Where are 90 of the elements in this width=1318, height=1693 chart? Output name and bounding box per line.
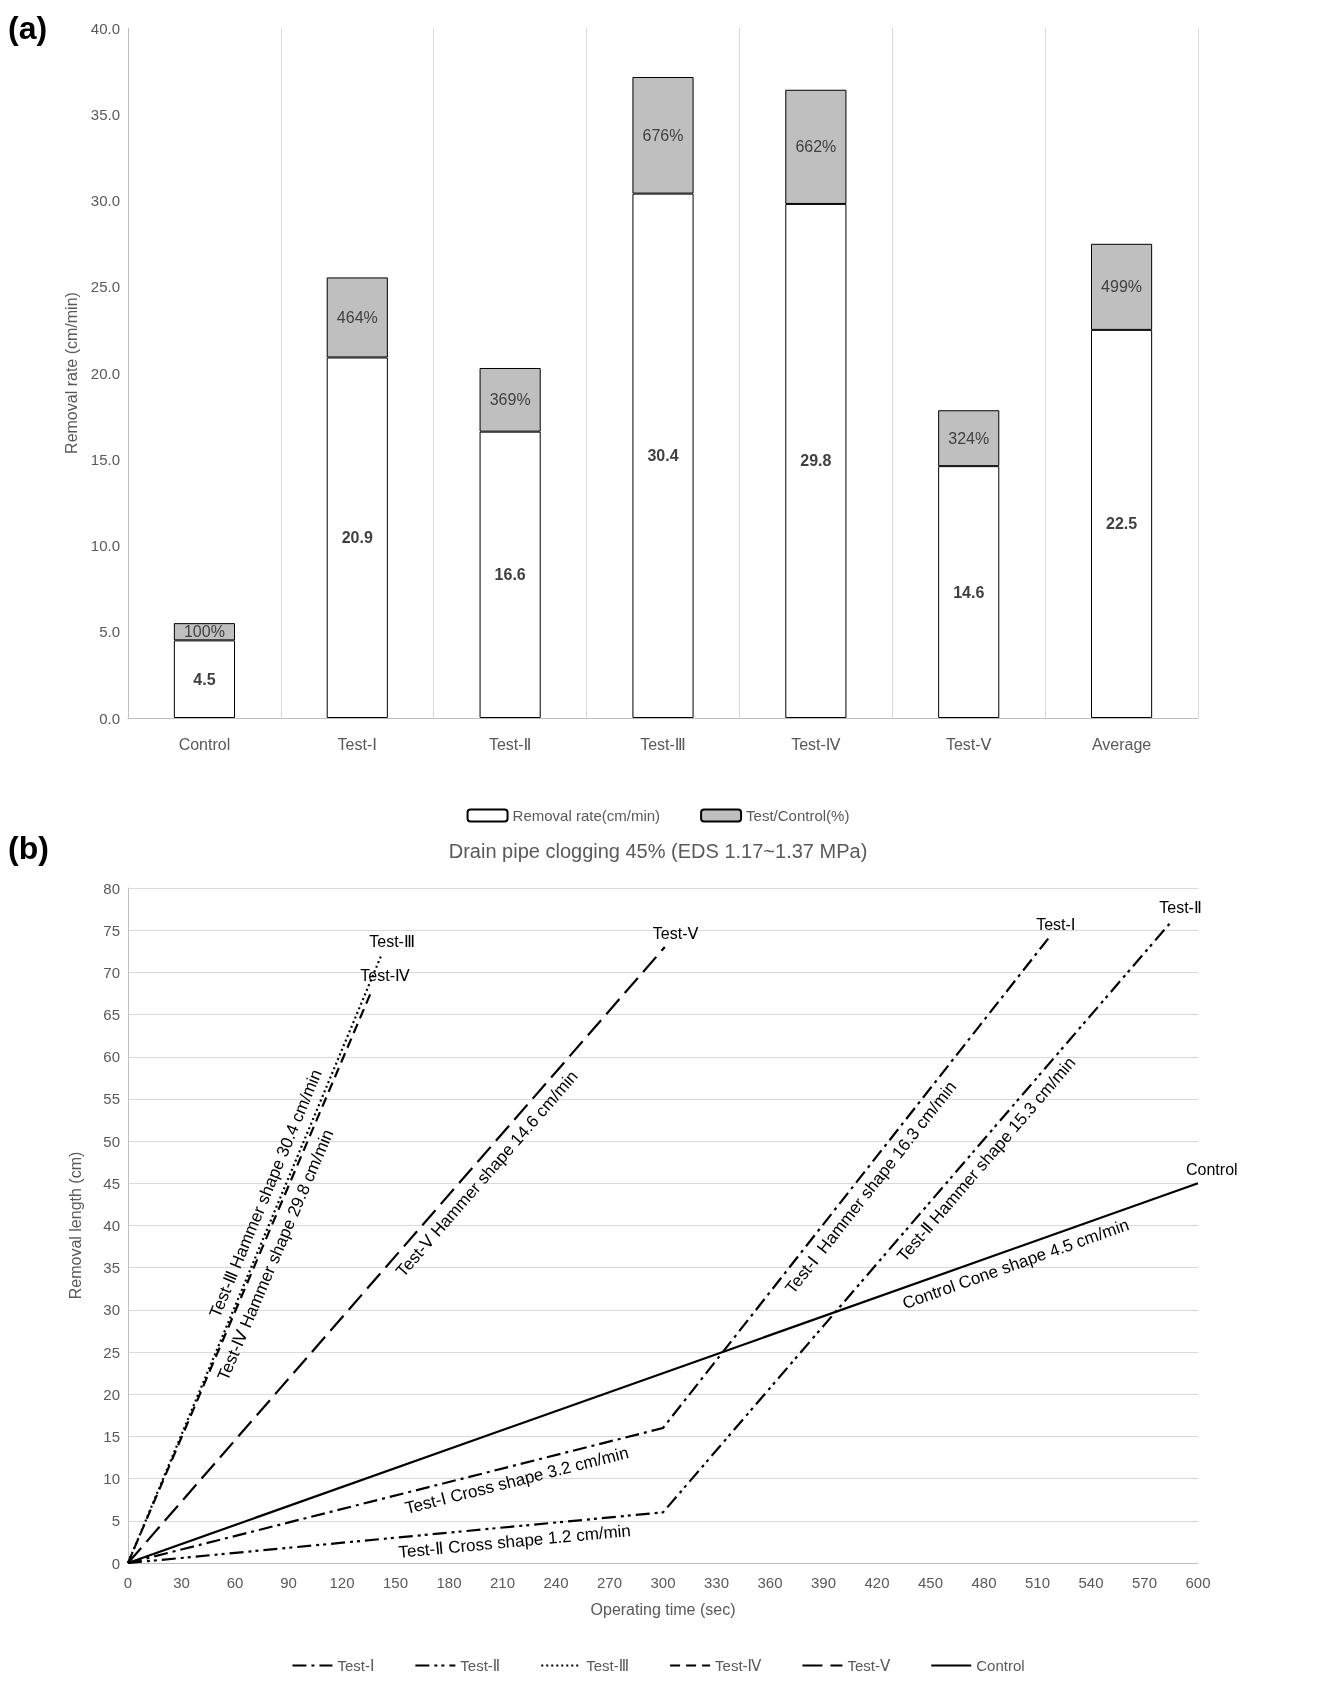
y-tick-label: 20 <box>103 1385 120 1403</box>
data-label: 464% <box>336 308 378 326</box>
y-tick-label: 25 <box>103 1343 120 1361</box>
x-tick-label: Test-Ⅴ <box>945 735 992 753</box>
x-tick-label: 120 <box>329 1574 355 1591</box>
text: Test-Ⅴ <box>652 924 699 942</box>
x-tick-label: 420 <box>864 1574 890 1591</box>
x-tick-label: 480 <box>971 1574 997 1591</box>
y-tick-label: 10 <box>103 1470 120 1488</box>
y-tick-label: 5.0 <box>99 623 120 641</box>
y-tick-label: 15.0 <box>90 450 120 468</box>
x-tick-label: 300 <box>650 1574 676 1591</box>
legend-label: Control <box>976 1657 1025 1674</box>
data-label: 20.9 <box>341 529 373 547</box>
x-tick-label: 270 <box>596 1574 623 1591</box>
y-tick-label: 50 <box>103 1132 120 1150</box>
chart-title: Drain pipe clogging 45% (EDS 1.17~1.37 MPa) <box>448 840 868 862</box>
x-tick-label: 0 <box>123 1574 133 1591</box>
data-label: 4.5 <box>193 670 216 688</box>
legend-label: Test-Ⅰ <box>337 1657 375 1674</box>
legend-label: Test-Ⅳ <box>715 1657 762 1674</box>
legend-label: Test-Ⅲ <box>586 1657 630 1674</box>
x-tick-label: 150 <box>382 1574 409 1591</box>
y-tick-label: 0.0 <box>99 709 120 727</box>
y-axis-title: Removal length (cm) <box>66 1151 84 1300</box>
legend-label: Removal rate(cm/min) <box>512 807 661 824</box>
x-tick-label: Control <box>178 735 231 753</box>
y-tick-label: 80 <box>103 879 120 897</box>
y-tick-label: 40.0 <box>90 19 120 37</box>
y-tick-label: 30.0 <box>90 192 120 209</box>
x-tick-label: 390 <box>810 1574 837 1591</box>
y-tick-label: 20.0 <box>90 364 120 382</box>
y-tick-label: 5 <box>111 1512 120 1530</box>
x-tick-label: 570 <box>1131 1574 1158 1591</box>
y-tick-label: 60 <box>103 1048 120 1066</box>
annotation: Test-Ⅰ Cross shape 3.2 cm/min <box>403 1443 631 1518</box>
text: (a) <box>8 10 48 46</box>
x-tick-label: 30 <box>173 1574 190 1591</box>
text: Test-Ⅲ <box>369 933 415 950</box>
y-tick-label: 25.0 <box>90 278 120 296</box>
x-tick-label: 510 <box>1024 1574 1051 1591</box>
annotation: Test-Ⅱ Cross shape 1.2 cm/min <box>397 1521 632 1562</box>
x-tick-label: Test-Ⅳ <box>791 735 841 753</box>
data-label: 662% <box>795 138 837 156</box>
legend-label: Test/Control(%) <box>746 807 850 824</box>
x-tick-label: 60 <box>226 1574 244 1591</box>
y-tick-label: 15 <box>103 1427 120 1445</box>
data-label: 676% <box>642 126 684 144</box>
legend-label: Test-Ⅱ <box>460 1657 501 1674</box>
data-label: 499% <box>1101 278 1143 296</box>
x-tick-label: 180 <box>436 1574 462 1591</box>
text: Test-Ⅳ <box>360 966 410 984</box>
y-tick-label: 70 <box>103 963 120 981</box>
x-tick-label: Average <box>1091 735 1152 753</box>
y-tick-label: 45 <box>103 1174 120 1192</box>
y-axis-title: Removal rate (cm/min) <box>63 292 81 454</box>
data-label: 29.8 <box>800 452 832 470</box>
x-tick-label: 90 <box>280 1574 297 1591</box>
x-tick-label: Test-Ⅲ <box>640 735 686 753</box>
data-label: 369% <box>489 391 531 409</box>
data-label: 324% <box>948 429 990 447</box>
text: Test-Ⅱ <box>1159 899 1202 917</box>
y-tick-label: 35.0 <box>90 105 120 123</box>
x-axis-title: Operating time (sec) <box>590 1600 736 1618</box>
x-tick-label: 540 <box>1078 1574 1104 1591</box>
data-label: 22.5 <box>1106 515 1138 533</box>
legend-label: Test-Ⅴ <box>847 1657 891 1674</box>
text: Test-Ⅰ <box>1036 916 1076 934</box>
y-tick-label: 35 <box>103 1259 120 1277</box>
x-tick-label: 210 <box>489 1574 516 1591</box>
x-tick-label: 450 <box>917 1574 944 1591</box>
data-label: 16.6 <box>494 566 526 584</box>
y-tick-label: 55 <box>103 1090 120 1108</box>
y-tick-label: 75 <box>103 921 120 939</box>
data-label: 14.6 <box>953 583 985 601</box>
x-tick-label: 330 <box>703 1574 730 1591</box>
x-tick-label: Test-Ⅱ <box>488 735 532 753</box>
text: (b) <box>8 830 49 866</box>
y-tick-label: 40 <box>103 1217 120 1234</box>
data-label: 100% <box>183 623 225 641</box>
data-label: 30.4 <box>647 447 679 465</box>
x-tick-label: 240 <box>543 1574 569 1591</box>
y-tick-label: 10.0 <box>90 537 120 554</box>
x-tick-label: Test-Ⅰ <box>337 735 377 753</box>
y-tick-label: 30 <box>103 1301 120 1319</box>
x-tick-label: 600 <box>1185 1574 1211 1591</box>
y-tick-label: 0 <box>111 1554 120 1572</box>
x-tick-label: 360 <box>757 1574 783 1591</box>
y-tick-label: 65 <box>103 1006 120 1024</box>
text: Control <box>1186 1160 1238 1178</box>
